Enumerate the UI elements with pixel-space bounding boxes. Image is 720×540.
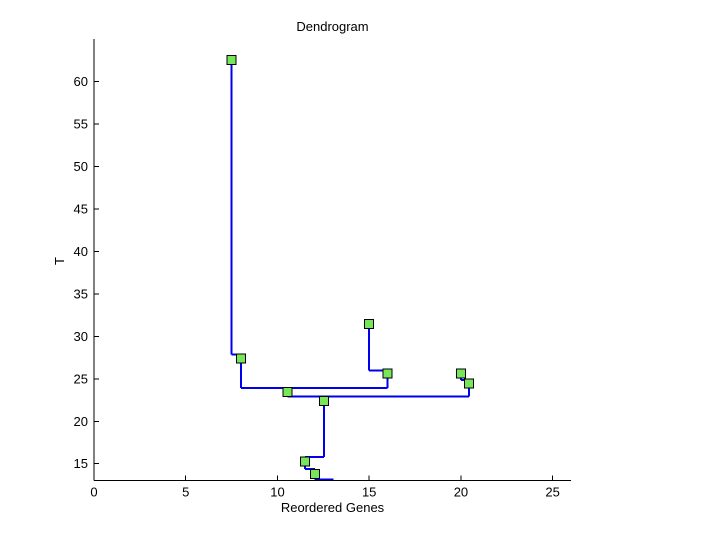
y-tick-label: 35	[74, 286, 88, 301]
x-tick-label: 20	[454, 485, 468, 500]
dendrogram-node-marker	[235, 353, 246, 364]
y-tick-label: 45	[74, 202, 88, 217]
y-tick-label: 60	[74, 74, 88, 89]
x-tick-label: 15	[362, 485, 376, 500]
dendrogram-node-marker	[464, 378, 475, 389]
x-tick-label: 5	[182, 485, 189, 500]
y-tick-label: 25	[74, 371, 88, 386]
dendrogram-node-marker	[455, 368, 466, 379]
x-tick-label: 25	[545, 485, 559, 500]
y-tick-label: 40	[74, 244, 88, 259]
x-axis-label: Reordered Genes	[280, 500, 385, 515]
dendrogram-node-marker	[299, 456, 310, 467]
dendrogram-node-marker	[226, 55, 237, 66]
chart-title: Dendrogram	[296, 19, 369, 34]
x-tick-label: 0	[90, 485, 97, 500]
y-tick-label: 15	[74, 456, 88, 471]
y-tick-label: 50	[74, 159, 88, 174]
dendrogram-node-marker	[282, 386, 293, 397]
dendrogram-node-marker	[319, 395, 330, 406]
y-tick-label: 30	[74, 329, 88, 344]
dendrogram-node-marker	[364, 319, 375, 330]
x-tick-label: 10	[270, 485, 284, 500]
dendrogram-node-marker	[382, 368, 393, 379]
y-tick-label: 20	[74, 414, 88, 429]
dendrogram-node-marker	[310, 468, 321, 479]
y-tick-label: 55	[74, 117, 88, 132]
